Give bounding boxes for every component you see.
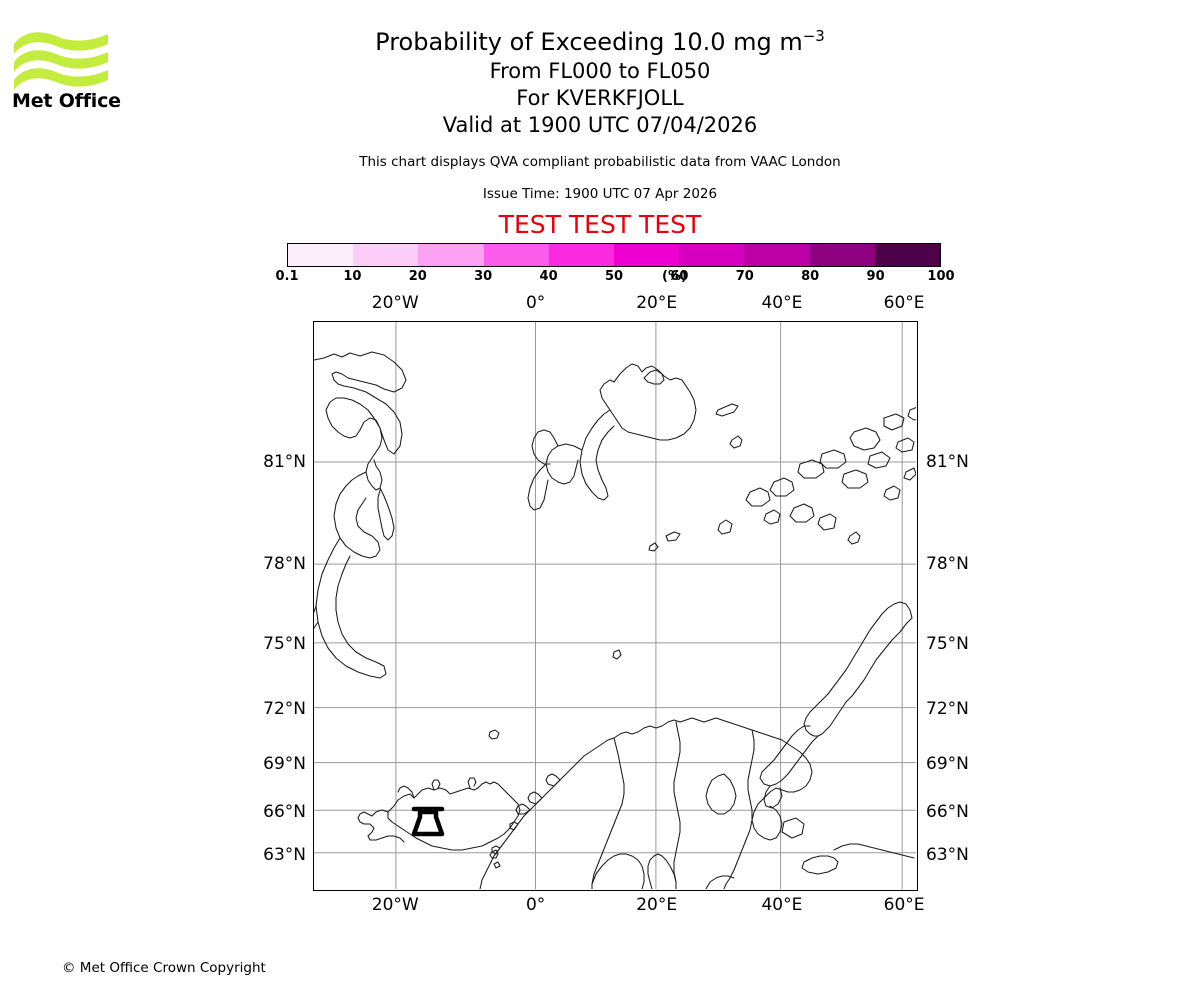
lon-label-bottom-0°: 0° — [525, 895, 546, 915]
colorbar-tick-labels: 0.1 10 20 30 40 50 60 70 80 90 100 — [275, 269, 954, 287]
lat-label-right-81°N: 81°N — [926, 451, 969, 472]
lon-label-top-0°: 0° — [525, 293, 546, 313]
colorbar-tick-20: 20 — [408, 269, 427, 284]
colorbar-tick-30: 30 — [474, 269, 493, 284]
page-title-exponent: −3 — [802, 27, 825, 45]
chart-title-block: Probability of Exceeding 10.0 mg m−3 Fro… — [0, 0, 1200, 240]
colorbar-band-20-30 — [418, 244, 484, 266]
lat-label-right-75°N: 75°N — [926, 633, 969, 654]
colorbar-tick-10: 10 — [343, 269, 362, 284]
met-office-logo — [12, 28, 112, 113]
lat-label-right-78°N: 78°N — [926, 554, 969, 575]
map-plot-area[interactable] — [313, 321, 918, 891]
volcano-name: For KVERKFJOLL — [516, 86, 684, 110]
lat-label-left-75°N: 75°N — [263, 633, 306, 654]
colorbar-tick-80: 80 — [801, 269, 820, 284]
lat-label-left-63°N: 63°N — [263, 844, 306, 865]
lon-label-bottom-60°E: 60°E — [883, 895, 925, 915]
lat-label-left-81°N: 81°N — [263, 451, 306, 472]
colorbar-units-label: (%) — [662, 269, 687, 284]
map-gridlines — [314, 322, 916, 889]
colorbar-tick-50: 50 — [604, 269, 624, 284]
colorbar-band-40-50 — [548, 244, 615, 266]
colorbar-tick-40: 40 — [539, 269, 558, 284]
valid-time: Valid at 1900 UTC 07/04/2026 — [442, 113, 758, 137]
colorbar-band-70-80 — [744, 244, 810, 266]
lat-label-right-66°N: 66°N — [926, 801, 969, 822]
coastline-paths — [314, 351, 916, 889]
copyright-notice: © Met Office Crown Copyright — [62, 960, 266, 976]
lon-label-top-20°W: 20°W — [371, 293, 419, 313]
lat-label-right-72°N: 72°N — [926, 698, 969, 719]
colorbar-band-0.1-10 — [288, 244, 354, 266]
met-office-wave-mark — [14, 32, 108, 90]
lat-label-left-72°N: 72°N — [263, 698, 306, 719]
page-title: Probability of Exceeding 10.0 mg m−3 — [0, 26, 1200, 58]
lat-label-right-63°N: 63°N — [926, 844, 969, 865]
qva-compliance-note: This chart displays QVA compliant probab… — [359, 154, 841, 170]
test-banner: TEST TEST TEST — [498, 210, 702, 239]
lon-label-top-20°E: 20°E — [636, 293, 678, 313]
colorbar-gradient — [287, 243, 941, 267]
colorbar-band-80-90 — [809, 244, 875, 266]
issue-time: Issue Time: 1900 UTC 07 Apr 2026 — [482, 186, 718, 202]
colorbar-band-10-20 — [353, 244, 419, 266]
lat-label-left-78°N: 78°N — [263, 554, 306, 575]
colorbar-band-30-40 — [483, 244, 549, 266]
volcano-marker — [411, 806, 445, 837]
lat-label-right-69°N: 69°N — [926, 753, 969, 774]
page-title-text: Probability of Exceeding 10.0 mg m — [375, 28, 803, 56]
colorbar-tick-60: 60 — [670, 269, 689, 284]
lat-label-left-69°N: 69°N — [263, 753, 306, 774]
colorbar-band-60-70 — [679, 244, 745, 266]
lon-label-bottom-20°E: 20°E — [636, 895, 678, 915]
colorbar-band-50-60 — [614, 244, 680, 266]
probability-colorbar: 0.1 10 20 30 40 50 60 70 80 90 100 — [275, 243, 955, 284]
met-office-logo-text: Met Office — [12, 90, 121, 112]
lon-label-bottom-20°W: 20°W — [371, 895, 419, 915]
lon-label-bottom-40°E: 40°E — [761, 895, 803, 915]
colorbar-tick-70: 70 — [735, 269, 754, 284]
lat-label-left-66°N: 66°N — [263, 801, 306, 822]
colorbar-band-90-100 — [874, 244, 941, 266]
colorbar-tick-100: 100 — [927, 269, 955, 284]
lon-label-top-40°E: 40°E — [761, 293, 803, 313]
colorbar-tick-0.1: 0.1 — [275, 269, 299, 284]
flight-level-range: From FL000 to FL050 — [489, 59, 711, 83]
colorbar-tick-90: 90 — [866, 269, 885, 284]
map-coastlines — [314, 322, 916, 889]
lon-label-top-60°E: 60°E — [883, 293, 925, 313]
